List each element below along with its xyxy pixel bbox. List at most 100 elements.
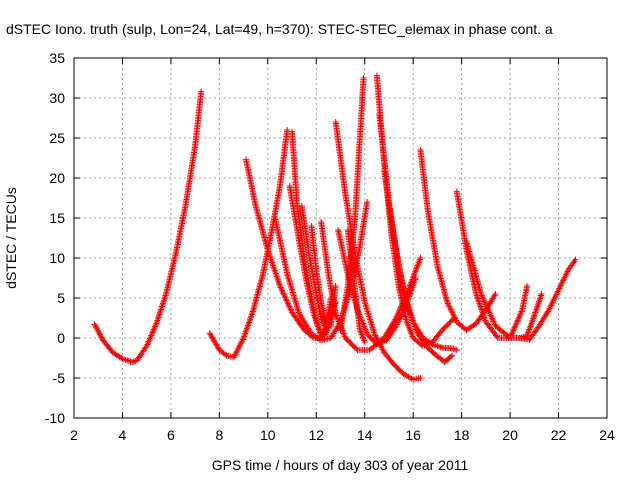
data-point [511,324,518,331]
data-point [332,283,339,289]
data-point [505,333,512,340]
data-points [91,72,579,383]
data-point [516,314,523,321]
data-point [145,338,152,345]
data-point [160,300,167,307]
data-series [463,239,545,341]
data-point [155,312,162,319]
data-point [535,300,542,307]
data-point [282,296,289,303]
data-point [271,265,278,272]
data-point [517,311,524,318]
data-point [239,336,246,343]
data-point [148,331,155,338]
data-point [162,292,169,299]
data-point [159,301,166,308]
data-point [510,326,517,333]
data-point [361,339,368,345]
data-point [267,256,274,263]
y-tick-label: 10 [49,250,65,266]
data-series [516,256,579,343]
data-point [514,317,521,324]
data-point [537,294,544,301]
data-point [509,329,516,336]
x-axis-ticks: 2 4 6 8 10 12 14 16 18 20 22 24 [70,58,615,443]
data-point [282,294,289,301]
data-point [232,351,239,358]
x-tick-label: 8 [215,427,223,443]
data-series [332,119,424,383]
data-point [534,301,541,308]
data-point [417,375,424,381]
data-point [222,351,229,358]
data-point [150,326,157,333]
data-point [286,303,293,310]
x-tick-label: 16 [405,427,421,443]
data-point [146,335,153,342]
data-point [150,328,157,335]
data-point [447,353,454,360]
y-tick-label: 5 [57,290,65,306]
data-point [268,257,275,264]
x-tick-label: 6 [167,427,175,443]
data-point [157,306,164,313]
data-point [287,306,294,313]
data-point [536,297,543,304]
data-point [278,287,285,294]
data-point [571,258,578,265]
data-point [231,352,238,359]
data-point [512,321,519,328]
data-point [491,292,498,299]
data-point [238,339,245,346]
data-point [277,284,284,291]
x-tick-label: 24 [599,427,615,443]
data-point [274,275,281,282]
data-point [285,300,292,307]
data-point [270,264,277,271]
x-tick-label: 14 [357,427,373,443]
x-tick-label: 12 [308,427,324,443]
data-point [233,348,240,355]
data-point [283,297,290,304]
data-point [162,294,169,301]
data-point [493,333,500,340]
data-point [270,262,277,269]
data-point [513,320,520,327]
y-tick-label: -10 [45,410,65,426]
data-point [510,327,517,334]
data-point [152,322,159,329]
y-axis-label: dSTEC / TECUs [3,187,19,289]
x-tick-label: 2 [70,427,78,443]
y-axis-ticks: -10 -5 0 5 10 15 20 25 30 35 [45,50,607,426]
data-point [143,343,150,349]
data-point [158,305,165,312]
data-series [298,203,334,333]
x-tick-label: 10 [260,427,276,443]
data-point [276,283,283,289]
data-point [274,276,281,283]
data-point [235,345,242,352]
data-point [156,309,163,316]
data-point [417,255,424,261]
y-tick-label: 20 [49,170,65,186]
data-point [524,283,531,289]
data-point [448,352,455,359]
data-point [160,298,167,305]
data-point [272,270,279,277]
data-point [236,342,243,349]
data-point [156,311,163,318]
data-point [148,332,155,339]
chart-title: dSTEC Iono. truth (sulp, Lon=24, Lat=49,… [6,21,553,37]
data-series [91,88,205,365]
data-point [538,291,545,297]
data-point [273,273,280,280]
data-point [272,268,279,275]
data-point [518,308,525,315]
data-series [381,167,460,353]
data-point [144,341,151,348]
data-point [236,343,243,350]
data-point [198,88,205,95]
data-point [285,302,292,309]
data-point [275,278,282,285]
data-point [353,345,360,352]
